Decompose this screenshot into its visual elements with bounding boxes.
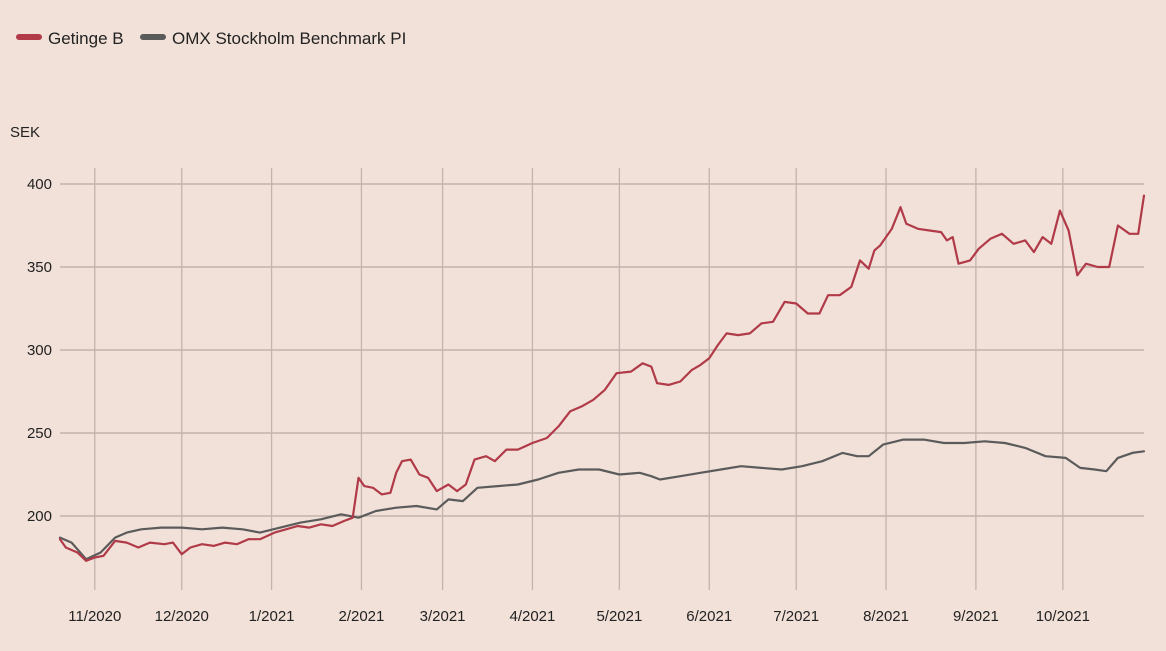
legend-label-getinge: Getinge B (48, 29, 124, 48)
legend-swatch-getinge (16, 34, 42, 40)
x-tick-label-8/2021: 8/2021 (863, 608, 909, 625)
legend-label-omx: OMX Stockholm Benchmark PI (172, 29, 406, 48)
legend-item-getinge[interactable]: Getinge B (16, 29, 124, 48)
y-tick-label-300: 300 (27, 342, 52, 359)
y-axis-ticks: 200 250 300 350 400 (27, 176, 52, 525)
x-tick-label-2/2021: 2/2021 (338, 608, 384, 625)
x-tick-label-10/2021: 10/2021 (1036, 608, 1090, 625)
y-tick-label-250: 250 (27, 425, 52, 442)
x-tick-label-6/2021: 6/2021 (686, 608, 732, 625)
y-tick-label-200: 200 (27, 508, 52, 525)
x-tick-label-4/2021: 4/2021 (509, 608, 555, 625)
series-line-omx (58, 438, 1146, 561)
x-tick-label-7/2021: 7/2021 (773, 608, 819, 625)
y-axis-unit-label: SEK (10, 124, 40, 141)
y-tick-label-350: 350 (27, 259, 52, 276)
y-tick-label-400: 400 (27, 176, 52, 193)
legend-swatch-omx (140, 34, 166, 40)
legend-item-omx[interactable]: OMX Stockholm Benchmark PI (140, 29, 406, 48)
x-tick-label-3/2021: 3/2021 (420, 608, 466, 625)
x-tick-label-9/2021: 9/2021 (953, 608, 999, 625)
x-tick-label-5/2021: 5/2021 (596, 608, 642, 625)
x-tick-label-1/2021: 1/2021 (249, 608, 295, 625)
legend: Getinge B OMX Stockholm Benchmark PI (16, 29, 406, 48)
x-tick-label-12/2020: 12/2020 (155, 608, 209, 625)
x-tick-label-11/2020: 11/2020 (68, 608, 121, 625)
x-axis-ticks: 11/2020 12/2020 1/2021 2/2021 3/2021 4/2021 5/… (68, 608, 1090, 625)
series-line-getinge (58, 194, 1146, 562)
series-lines (58, 194, 1146, 562)
gridlines (60, 168, 1144, 590)
